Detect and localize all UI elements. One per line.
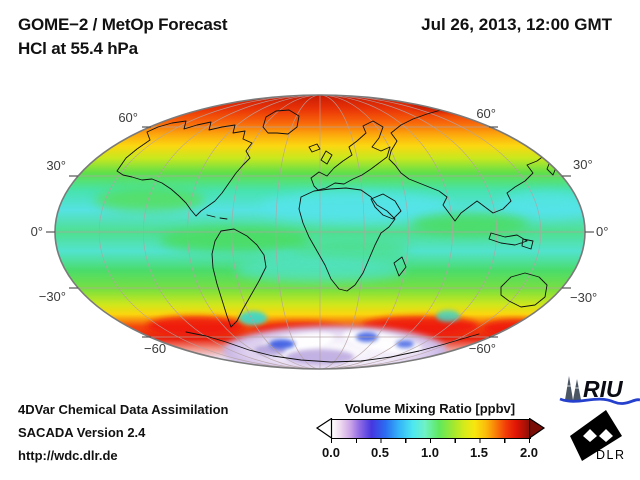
arctic-max-blob (411, 95, 479, 111)
colorbar-title: Volume Mixing Ratio [ppbv] (344, 401, 516, 416)
south-red-collar (147, 316, 243, 336)
lat-label-right-0: 0° (596, 224, 608, 239)
south-america-outline (211, 228, 267, 328)
indonesia-outline (488, 232, 534, 250)
new-zealand-outline (562, 304, 573, 318)
africa-outline (298, 187, 396, 292)
colorbar-tick-10: 1.0 (420, 445, 440, 460)
equator-green-blob (412, 213, 528, 235)
page-subtitle: HCl at 55.4 hPa (18, 39, 138, 58)
colorbar-right-arrow (529, 418, 546, 439)
vortex-blue-blob (269, 339, 295, 349)
footer-assimilation-label: 4DVar Chemical Data Assimilation (18, 402, 229, 417)
colorbar-gradient (331, 419, 531, 439)
dlr-swoosh-icon (570, 410, 622, 461)
south-red-collar (483, 319, 547, 337)
arabia-outline (370, 193, 402, 220)
lat-label-left-60: 60° (118, 110, 138, 125)
lat-label-right-m30: −30° (570, 290, 597, 305)
teal-patch (436, 310, 460, 322)
lat-label-left-m60: −60 (144, 341, 166, 356)
caribbean-marks (206, 214, 228, 220)
cathedral-icon (565, 376, 581, 400)
lat-label-right-60: 60° (476, 106, 496, 121)
colorbar-tick-05: 0.5 (370, 445, 390, 460)
antarctica-coast (185, 331, 480, 363)
colorbar-minor-ticks (331, 438, 531, 443)
equator-green-blob (160, 227, 310, 253)
footer-version-label: SACADA Version 2.4 (18, 425, 146, 440)
colorbar-tick-15: 1.5 (469, 445, 489, 460)
british-isles-outline (320, 150, 333, 165)
europe-outline (310, 120, 391, 191)
vortex-blue-blob (396, 340, 414, 348)
lat-label-left-30: 30° (46, 158, 66, 173)
lat-label-left-0: 0° (31, 224, 43, 239)
madagascar-outline (393, 256, 407, 277)
riu-wave-icon (559, 397, 640, 405)
equator-green-blob (290, 241, 410, 259)
australia-outline (500, 272, 548, 308)
lat-label-left-m30: −30° (39, 289, 66, 304)
footer-url-label: http://wdc.dlr.de (18, 448, 118, 463)
page-title: GOME−2 / MetOp Forecast (18, 15, 228, 34)
colorbar-tick-20: 2.0 (519, 445, 539, 460)
dlr-logo-text: DLR (596, 448, 626, 462)
cyan-band-blob (260, 191, 450, 223)
riu-logo: RIU (559, 376, 640, 405)
riu-logo-text: RIU (583, 376, 624, 402)
green-wave-blob (95, 188, 205, 212)
colorbar-tick-0: 0.0 (321, 445, 341, 460)
cyan-band-blob (500, 191, 585, 219)
forecast-datetime: Jul 26, 2013, 12:00 GMT (421, 15, 612, 34)
dlr-logo: DLR (570, 410, 626, 462)
iceland-outline (308, 143, 321, 153)
north-america-outline (116, 120, 253, 217)
map-field (55, 95, 585, 369)
colorbar-left-arrow (315, 418, 333, 439)
lat-label-right-m60: −60° (469, 341, 496, 356)
lat-label-right-30: 30° (573, 157, 593, 172)
latitude-ticks (46, 126, 594, 338)
greenland-outline (262, 109, 300, 135)
teal-patch (239, 311, 267, 325)
